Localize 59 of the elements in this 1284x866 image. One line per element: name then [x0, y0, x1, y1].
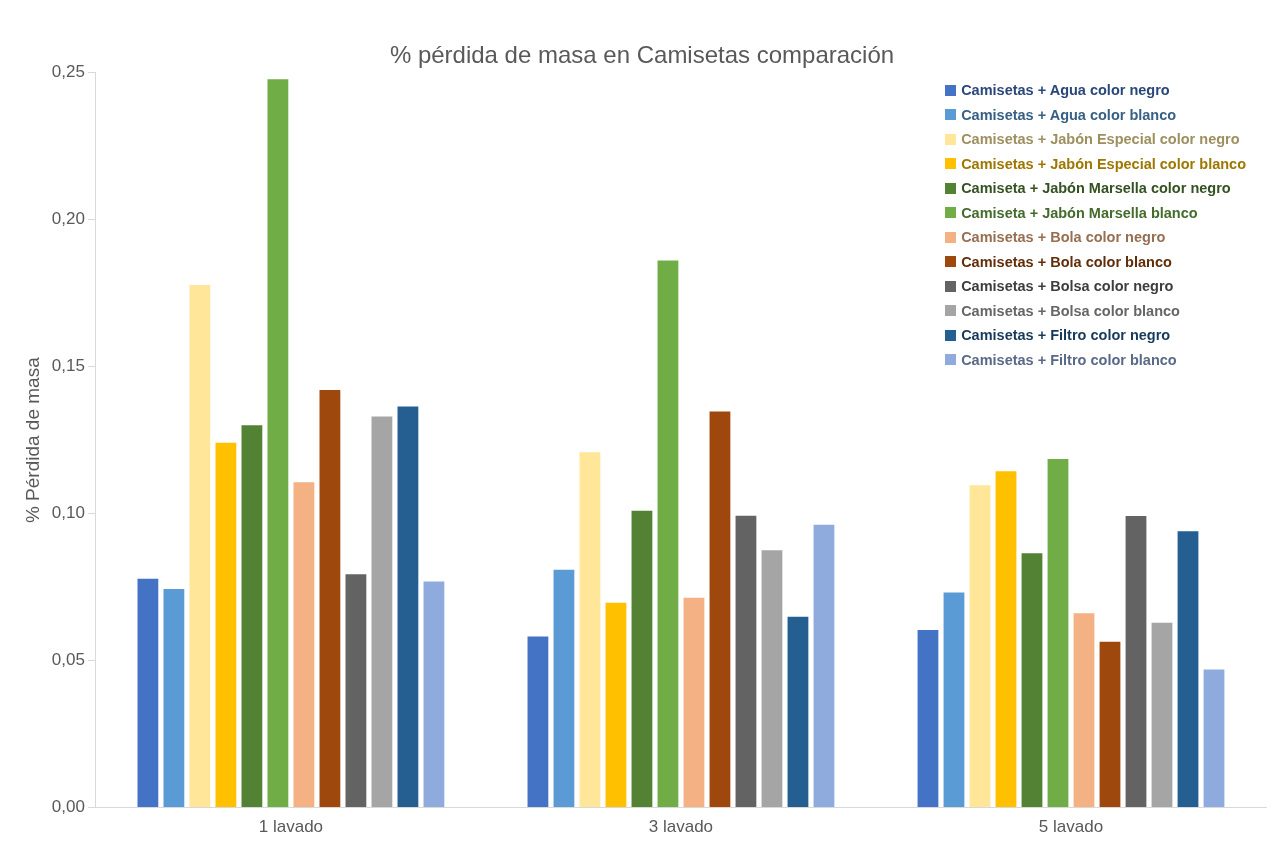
legend-label: Camiseta + Jabón Marsella color negro — [961, 179, 1231, 198]
y-tick-label: 0,15 — [51, 356, 85, 376]
y-axis-title: % Pérdida de masa — [21, 356, 43, 524]
bar — [943, 592, 965, 808]
bar — [423, 581, 445, 808]
bar — [657, 260, 679, 808]
x-tick-label: 3 lavado — [648, 817, 714, 837]
legend-label: Camisetas + Agua color blanco — [961, 105, 1177, 125]
bar — [1151, 622, 1173, 808]
bar — [969, 485, 991, 808]
bar — [631, 510, 653, 808]
legend-label: Camisetas + Filtro color blanco — [961, 350, 1177, 370]
y-tick-label: 0,20 — [51, 209, 85, 229]
legend-label: Camisetas + Agua color negro — [961, 81, 1170, 100]
legend-label: Camisetas + Bola color blanco — [961, 252, 1172, 272]
bar — [553, 569, 575, 808]
x-tick-label: 5 lavado — [1038, 817, 1104, 837]
bar — [189, 285, 211, 808]
legend-label: Camisetas + Jabón Especial color blanco — [961, 154, 1246, 174]
bar — [813, 524, 835, 808]
bar — [1073, 613, 1095, 808]
bar — [1099, 641, 1121, 808]
bar — [735, 515, 757, 808]
bar — [1021, 553, 1043, 808]
y-tick-label: 0,00 — [51, 797, 85, 817]
y-tick-label: 0,25 — [51, 62, 85, 82]
x-tick-label: 1 lavado — [258, 817, 324, 837]
bar — [787, 616, 809, 808]
bar — [683, 597, 705, 808]
bar — [293, 482, 315, 808]
bar — [345, 574, 367, 808]
bar — [371, 416, 393, 808]
legend-label: Camisetas + Bola color negro — [961, 228, 1166, 247]
bar — [917, 630, 939, 808]
bar — [1047, 459, 1069, 808]
legend-label: Camiseta + Jabón Marsella blanco — [961, 203, 1198, 223]
bar — [527, 636, 549, 808]
bar — [215, 442, 237, 808]
bar — [761, 550, 783, 808]
bar — [267, 79, 289, 808]
bar — [1125, 516, 1147, 808]
bar — [1203, 669, 1225, 808]
legend-label: Camisetas + Jabón Especial color negro — [961, 130, 1240, 149]
bar — [709, 411, 731, 808]
legend-label: Camisetas + Filtro color negro — [961, 326, 1171, 345]
bar — [241, 425, 263, 808]
legend-label: Camisetas + Bolsa color blanco — [961, 301, 1180, 321]
bar — [137, 578, 159, 808]
bar — [163, 588, 185, 808]
y-tick-label: 0,05 — [51, 650, 85, 670]
y-tick-label: 0,10 — [51, 503, 85, 523]
bar — [579, 452, 601, 808]
legend-label: Camisetas + Bolsa color negro — [961, 277, 1174, 296]
bar — [319, 389, 341, 808]
bar — [995, 471, 1017, 808]
chart-title: % pérdida de masa en Camisetas comparación — [389, 41, 895, 69]
bar — [397, 406, 419, 808]
bar — [605, 602, 627, 808]
bar — [1177, 531, 1199, 808]
